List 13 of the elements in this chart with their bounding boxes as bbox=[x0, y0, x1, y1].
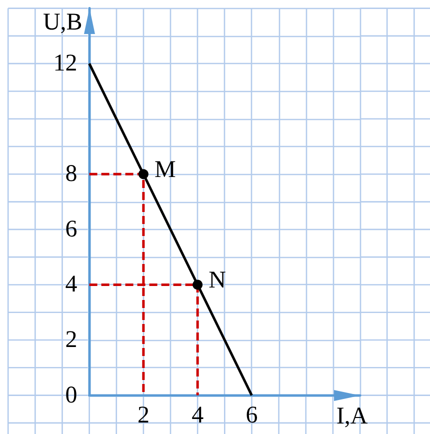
y-tick-label: 8 bbox=[65, 161, 78, 188]
x-tick-label: 6 bbox=[246, 402, 258, 428]
y-axis-title: U,B bbox=[42, 9, 82, 36]
x-tick-label: 4 bbox=[192, 402, 204, 428]
annotation: N bbox=[208, 268, 226, 294]
annotation: M bbox=[154, 157, 176, 184]
y-tick-label: 0 bbox=[65, 382, 78, 408]
x-axis-title: I,A bbox=[336, 403, 368, 430]
y-tick-label: 6 bbox=[65, 216, 78, 242]
y-tick-label: 4 bbox=[65, 272, 78, 298]
x-tick-label: 2 bbox=[137, 402, 150, 428]
y-tick-label: 2 bbox=[65, 327, 78, 354]
y-tick-label: 12 bbox=[53, 50, 78, 77]
